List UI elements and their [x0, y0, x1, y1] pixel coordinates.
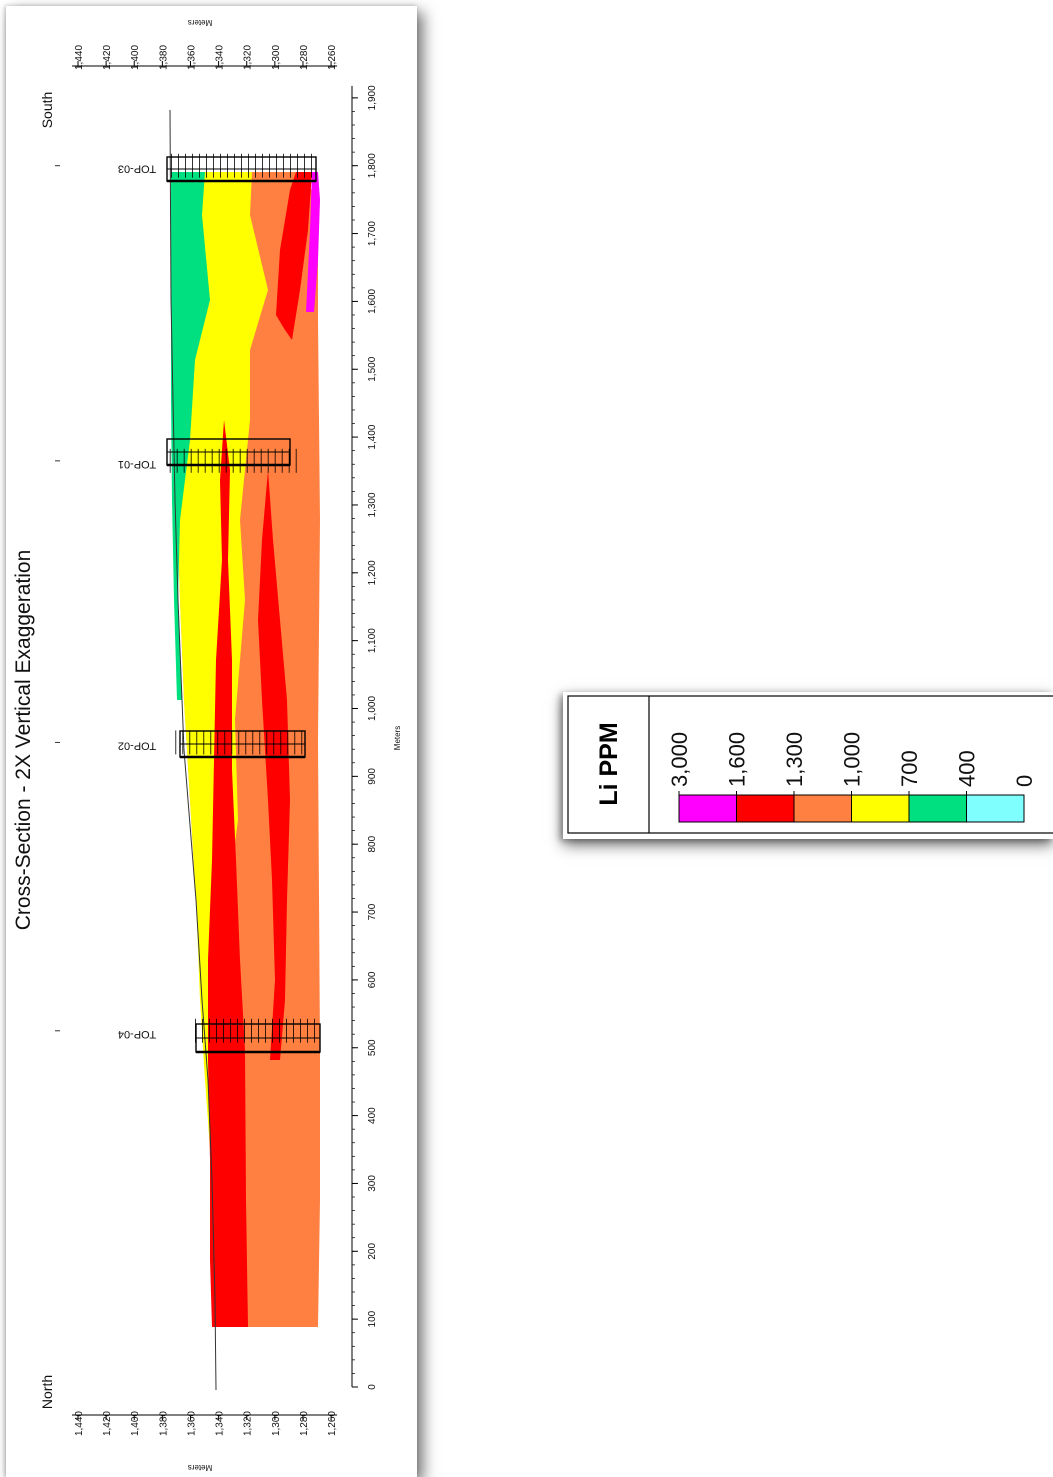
legend-panel: Li PPM 3,000 1,600 1,300 1,000 700 400 0 — [563, 692, 1053, 839]
section-title: Cross-Section - 2X Vertical Exaggeration — [12, 550, 35, 931]
drillhole-label: TOP-02 — [118, 739, 156, 751]
distance-axis-label: Meters — [393, 726, 402, 750]
distance-tick-label: 800 — [367, 835, 378, 852]
zone-red-3 — [276, 172, 312, 340]
distance-tick-label: 700 — [367, 903, 378, 920]
distance-tick-label: 400 — [367, 1107, 378, 1124]
drillhole-labels: TOP-04 TOP-02 TOP-01 TOP-03 — [118, 163, 156, 1040]
distance-axis: 0 100 200 300 400 500 600 700 800 900 1,000 1,100 1,… — [351, 85, 378, 1390]
distance-tick-label: 1,600 — [367, 288, 378, 313]
distance-tick-label: 1,700 — [367, 221, 378, 246]
elevation-tick-label: 1,360 — [186, 1411, 197, 1436]
cross-section-figure: Cross-Section - 2X Vertical Exaggeration… — [12, 18, 402, 1472]
elevation-tick-label: 1,400 — [130, 1411, 141, 1436]
distance-tick-label: 0 — [367, 1384, 378, 1390]
legend-break-label: 0 — [1012, 775, 1037, 787]
elevation-tick-label: 1,380 — [158, 1411, 169, 1436]
elevation-tick-label: 1,400 — [130, 45, 141, 70]
elevation-tick-label: 1,420 — [102, 1411, 113, 1436]
legend-swatch — [966, 794, 1025, 823]
distance-tick-label: 600 — [367, 971, 378, 988]
legend-swatch — [908, 794, 967, 823]
legend-break-label: 1,600 — [725, 732, 750, 787]
elevation-tick-label: 1,320 — [243, 1411, 254, 1436]
legend-break-label: 400 — [955, 750, 980, 787]
elevation-tick-label: 1,440 — [74, 1411, 85, 1436]
elevation-axis-bottom: 1,440 1,420 1,400 1,380 1,360 1,340 1,320 1,300… — [72, 1411, 338, 1436]
distance-tick-label: 900 — [367, 768, 378, 785]
drillhole-traces — [166, 153, 321, 1054]
legend-labels: 3,000 1,600 1,300 1,000 700 400 0 — [667, 732, 1037, 787]
zone-red-1 — [208, 420, 248, 1327]
elevation-tick-label: 1,320 — [243, 45, 254, 70]
elevation-tick-label: 1,300 — [271, 1411, 282, 1436]
drillhole-label: TOP-04 — [118, 1028, 156, 1040]
elevation-tick-label: 1,340 — [215, 1411, 226, 1436]
elevation-tick-label: 1,360 — [186, 45, 197, 70]
distance-tick-label: 500 — [367, 1039, 378, 1056]
distance-tick-label: 1,900 — [367, 85, 378, 110]
elevation-axis-top-label: Meters — [188, 18, 212, 27]
distance-tick-label: 1,800 — [367, 153, 378, 178]
legend-break-label: 700 — [897, 750, 922, 787]
legend-swatches — [678, 791, 1025, 823]
topography-line — [169, 109, 217, 1391]
distance-tick-label: 1,100 — [367, 628, 378, 653]
drillhole-label: TOP-03 — [118, 163, 156, 175]
north-label: North — [39, 1375, 55, 1409]
legend-swatch — [851, 794, 910, 823]
legend-break-label: 1,300 — [782, 732, 807, 787]
drillhole-label: TOP-01 — [118, 458, 156, 470]
south-label: South — [39, 92, 55, 129]
elevation-tick-label: 1,340 — [215, 45, 226, 70]
distance-tick-label: 1,200 — [367, 560, 378, 585]
drillhole-sample-ticks — [169, 153, 315, 1043]
elevation-axis-bottom-label: Meters — [188, 1463, 212, 1472]
elevation-tick-label: 1,420 — [102, 45, 113, 70]
elevation-tick-label: 1,260 — [327, 1411, 338, 1436]
elevation-axis-top: 1,440 1,420 1,400 1,380 1,360 1,340 1,320 1,300… — [72, 45, 338, 70]
drillhole-trace — [166, 438, 291, 467]
elevation-tick-label: 1,280 — [299, 1411, 310, 1436]
elevation-tick-label: 1,280 — [299, 45, 310, 70]
legend-title: Li PPM — [595, 722, 623, 805]
zone-green — [171, 172, 210, 700]
distance-tick-label: 300 — [367, 1175, 378, 1192]
distance-tick-label: 100 — [367, 1310, 378, 1327]
distance-tick-label: 1,500 — [367, 356, 378, 381]
distance-tick-label: 200 — [367, 1243, 378, 1260]
legend-swatch — [793, 794, 852, 823]
legend-swatch — [678, 794, 737, 823]
elevation-tick-label: 1,440 — [74, 45, 85, 70]
legend-break-label: 1,000 — [840, 732, 865, 787]
drillhole-position-marks — [55, 165, 60, 1032]
drillhole-trace — [179, 730, 306, 759]
distance-tick-label: 1,400 — [367, 424, 378, 449]
distance-tick-label: 1,000 — [367, 696, 378, 721]
elevation-tick-label: 1,380 — [158, 45, 169, 70]
zone-red-2 — [258, 470, 290, 1060]
elevation-tick-label: 1,260 — [327, 45, 338, 70]
elevation-tick-label: 1,300 — [271, 45, 282, 70]
legend-swatch — [736, 794, 795, 823]
legend-figure: Li PPM 3,000 1,600 1,300 1,000 700 400 0 — [567, 695, 1053, 834]
cross-section-panel: Cross-Section - 2X Vertical Exaggeration… — [6, 6, 417, 1477]
legend-break-label: 3,000 — [667, 732, 692, 787]
distance-tick-label: 1,300 — [367, 492, 378, 517]
zone-magenta — [306, 172, 320, 312]
